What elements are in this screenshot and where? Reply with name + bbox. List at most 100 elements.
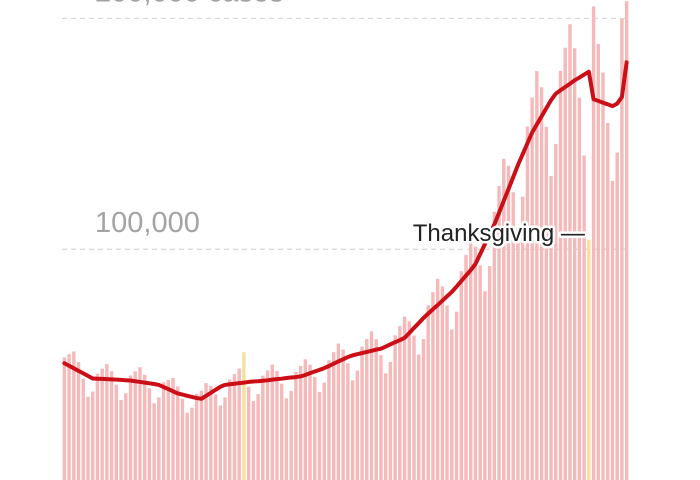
- bar: [109, 371, 114, 480]
- bar: [246, 386, 251, 480]
- bar: [157, 397, 161, 480]
- bar: [199, 390, 204, 480]
- bar: [270, 364, 274, 480]
- bar: [265, 370, 270, 480]
- bar: [119, 399, 123, 480]
- bar: [407, 321, 411, 480]
- bar: [421, 339, 426, 480]
- bar: [360, 346, 364, 480]
- bar: [450, 329, 454, 480]
- bar: [620, 18, 624, 480]
- bar: [502, 158, 506, 480]
- y-tick-label: 100,000: [95, 207, 200, 239]
- bar: [91, 391, 95, 480]
- bar: [516, 228, 520, 480]
- bar: [327, 360, 331, 480]
- grid: [62, 17, 629, 250]
- bar: [213, 394, 218, 480]
- bar: [393, 335, 397, 480]
- bar: [374, 339, 378, 480]
- bar: [473, 246, 478, 480]
- bar: [426, 305, 430, 480]
- bar: [563, 47, 567, 480]
- bar: [487, 266, 492, 480]
- bar: [558, 70, 563, 480]
- bar: [539, 87, 544, 480]
- bar: [336, 343, 341, 480]
- bar: [331, 352, 336, 480]
- bar: [166, 380, 171, 480]
- bars: [62, 1, 629, 480]
- bar: [591, 6, 596, 480]
- bar: [478, 265, 482, 480]
- labels: 100,000 200,000 cases Thanksgiving —: [95, 0, 587, 250]
- bar: [114, 384, 119, 480]
- bar: [133, 371, 137, 480]
- bar: [459, 271, 463, 480]
- bar: [105, 363, 109, 480]
- bar: [303, 359, 308, 480]
- bar: [497, 186, 501, 480]
- bar: [237, 368, 241, 480]
- bar: [76, 362, 81, 480]
- bar: [577, 97, 582, 480]
- bar: [95, 373, 100, 480]
- bar: [275, 371, 279, 480]
- bar: [284, 398, 289, 480]
- bar: [242, 352, 246, 480]
- bar: [341, 349, 345, 480]
- bar: [530, 97, 534, 480]
- annotation: Thanksgiving —: [413, 220, 585, 247]
- lines: [62, 60, 629, 401]
- bar: [100, 368, 104, 480]
- bar: [445, 305, 449, 480]
- bar: [152, 403, 156, 480]
- bar: [417, 354, 421, 480]
- bar: [525, 126, 530, 480]
- y-tick-label: 200,000 cases: [95, 0, 284, 8]
- bar: [294, 372, 298, 480]
- bar: [62, 357, 67, 480]
- bar: [72, 351, 76, 480]
- bar: [398, 326, 402, 480]
- bar: [176, 386, 180, 480]
- bar: [402, 316, 407, 480]
- bar: [606, 123, 610, 480]
- bar: [549, 176, 553, 480]
- bar: [544, 126, 549, 480]
- bar: [554, 144, 558, 480]
- bar: [228, 379, 232, 480]
- bar: [610, 180, 615, 480]
- bar: [194, 393, 199, 480]
- bar: [383, 373, 388, 480]
- bar: [171, 378, 175, 480]
- bar: [308, 364, 312, 480]
- bar: [138, 367, 142, 480]
- bar: [464, 255, 468, 480]
- bar: [142, 374, 147, 480]
- bar: [568, 24, 572, 480]
- bar: [535, 71, 539, 480]
- bar: [412, 335, 416, 480]
- bar: [223, 397, 227, 480]
- bar: [261, 375, 265, 480]
- bar: [469, 238, 473, 480]
- bar: [572, 48, 577, 480]
- bar: [128, 375, 133, 480]
- bar: [587, 239, 591, 480]
- bar: [209, 385, 213, 480]
- bar: [67, 354, 71, 480]
- bar: [298, 366, 303, 480]
- bar: [492, 211, 497, 480]
- bar: [124, 393, 128, 480]
- bar: [435, 278, 440, 480]
- bar: [180, 398, 185, 480]
- bar: [322, 382, 326, 480]
- bar: [232, 374, 237, 480]
- bar: [81, 378, 85, 480]
- bar: [454, 311, 459, 480]
- bar: [190, 407, 194, 480]
- bar: [388, 361, 393, 480]
